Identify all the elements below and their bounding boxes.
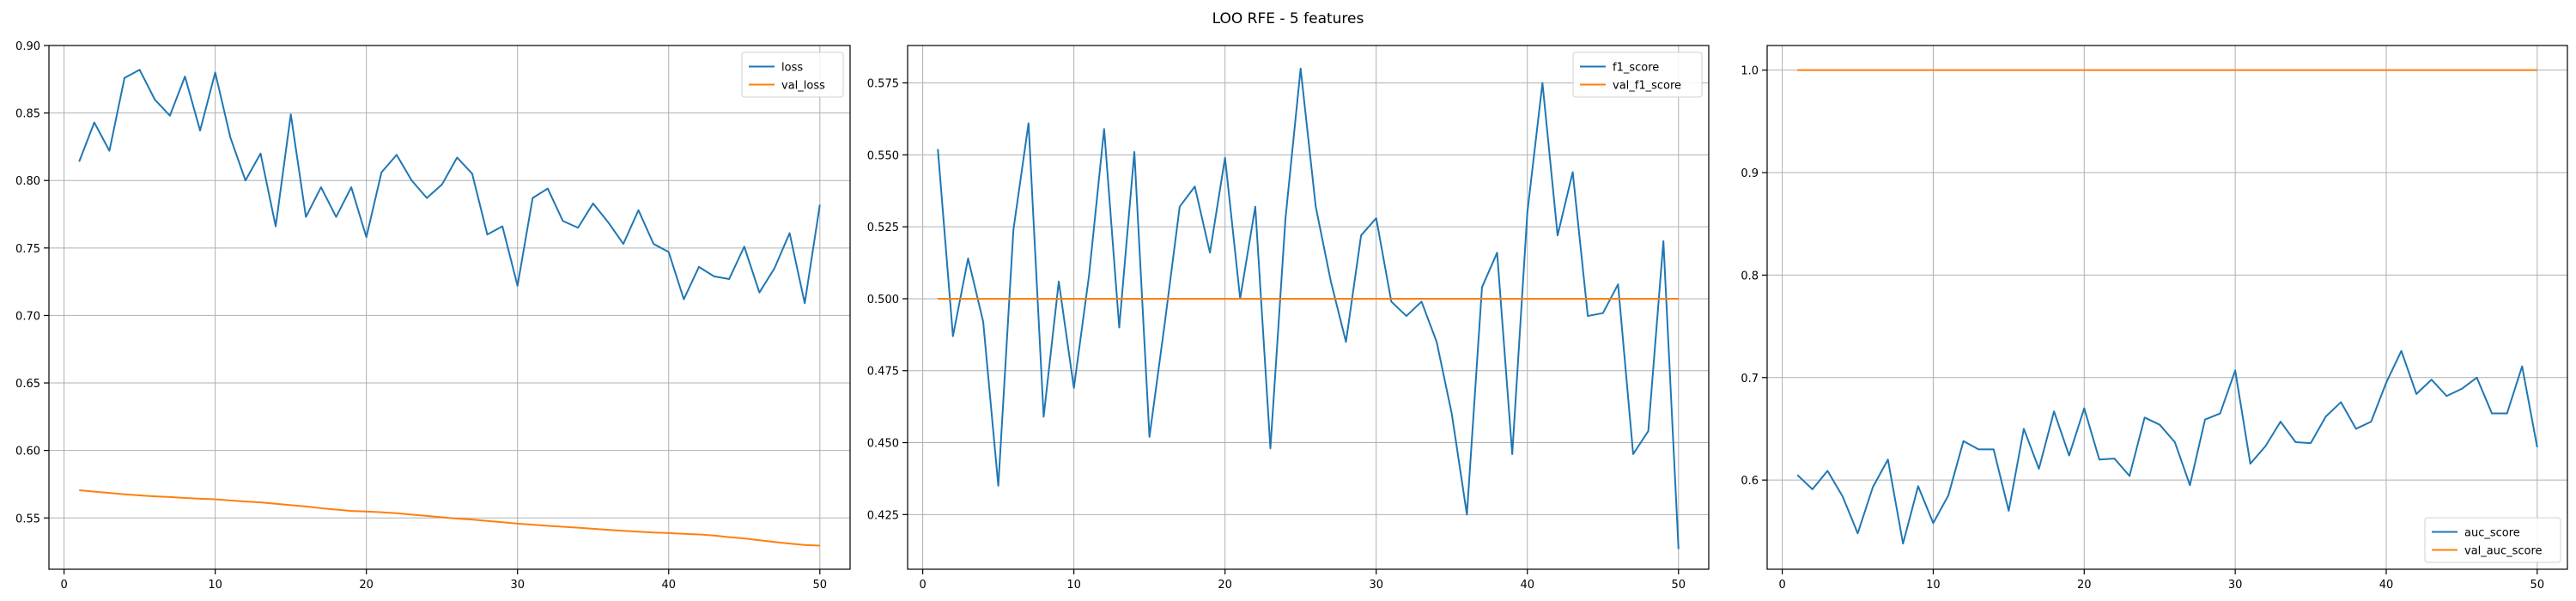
series-line-f1-score — [937, 67, 1680, 549]
series-line-val-loss — [79, 489, 820, 547]
subplot-loss: 0 10 20 30 40 50 0.55 0.60 0.65 0.70 0.75 0.80 0.85 0… — [15, 40, 851, 592]
x-tick-label: 0 — [919, 579, 926, 592]
legend-box — [1572, 52, 1703, 98]
x-tick-label: 50 — [2530, 579, 2545, 592]
y-tick-label: 0.90 — [15, 40, 40, 53]
y-tick-label: 0.425 — [867, 509, 899, 522]
x-tick-label: 0 — [1778, 579, 1785, 592]
x-tick-label: 50 — [813, 579, 828, 592]
legend: f1_score val_f1_score — [1572, 52, 1703, 98]
figure-title: LOO RFE - 5 features — [1212, 10, 1364, 27]
legend-label: val_f1_score — [1613, 80, 1681, 93]
legend-label: f1_score — [1613, 62, 1659, 75]
legend-label: val_loss — [781, 80, 825, 93]
y-tick-label: 0.65 — [15, 378, 40, 391]
y-tick-label: 0.6 — [1741, 475, 1759, 488]
y-tick-label: 0.550 — [867, 149, 899, 162]
legend-label: val_auc_score — [2464, 545, 2543, 558]
y-tick-label: 0.7 — [1741, 373, 1759, 385]
x-tick-label: 20 — [1218, 579, 1232, 592]
legend-label: loss — [781, 62, 803, 75]
x-tick-label: 30 — [1369, 579, 1383, 592]
y-tick-label: 0.80 — [15, 175, 40, 188]
y-tick-label: 0.500 — [867, 294, 899, 307]
legend-box — [2424, 517, 2561, 563]
x-tick-label: 10 — [1066, 579, 1081, 592]
x-tick-label: 20 — [2077, 579, 2092, 592]
x-tick-label: 30 — [2228, 579, 2243, 592]
x-tick-label: 10 — [1926, 579, 1941, 592]
legend: auc_score val_auc_score — [2424, 517, 2561, 563]
axes-frame — [1766, 45, 2568, 570]
legend-box — [741, 52, 844, 98]
subplot-f1-score: 0 10 20 30 40 50 0.425 0.450 0.475 0.500 0.525 0.55… — [867, 45, 1710, 592]
y-tick-label: 0.475 — [867, 366, 899, 379]
x-tick-label: 40 — [2379, 579, 2394, 592]
y-tick-label: 0.75 — [15, 243, 40, 256]
y-tick-label: 0.8 — [1741, 270, 1759, 282]
y-tick-label: 0.60 — [15, 446, 40, 458]
subplot-auc-score: 0 10 20 30 40 50 0.6 0.7 0.8 0.9 1.0 auc_score val_a… — [1741, 45, 2568, 592]
x-tick-label: 40 — [1520, 579, 1534, 592]
legend: loss val_loss — [741, 52, 844, 98]
x-tick-label: 30 — [510, 579, 525, 592]
y-tick-label: 0.70 — [15, 310, 40, 323]
y-tick-label: 0.525 — [867, 222, 899, 234]
y-tick-label: 0.9 — [1741, 167, 1759, 180]
x-tick-label: 10 — [208, 579, 222, 592]
y-tick-label: 1.0 — [1741, 65, 1759, 78]
axes-frame — [907, 45, 1710, 570]
x-tick-label: 0 — [60, 579, 67, 592]
axes-frame — [48, 45, 851, 570]
legend-label: auc_score — [2464, 527, 2520, 540]
y-tick-label: 0.575 — [867, 78, 899, 91]
x-tick-label: 20 — [359, 579, 374, 592]
y-tick-label: 0.450 — [867, 438, 899, 451]
x-tick-label: 40 — [661, 579, 676, 592]
series-line-auc-score — [1796, 349, 2538, 545]
y-tick-label: 0.55 — [15, 513, 40, 525]
y-tick-label: 0.85 — [15, 108, 40, 121]
series-line-loss — [78, 69, 821, 305]
x-tick-label: 50 — [1672, 579, 1686, 592]
